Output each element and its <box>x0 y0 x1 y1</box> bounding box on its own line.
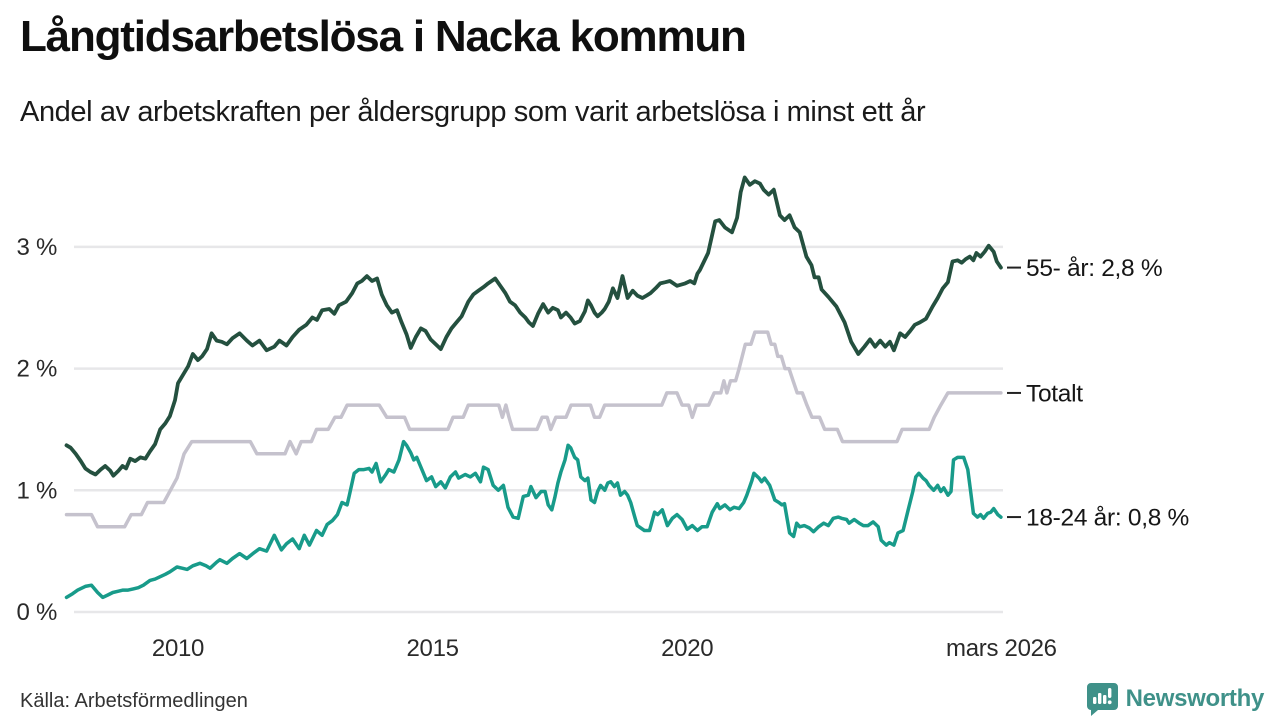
series-end-label-55-ar: 55- år: 2,8 % <box>1026 255 1162 282</box>
page-title: Långtidsarbetslösa i Nacka kommun <box>20 12 747 61</box>
y-axis-tick-label: 2 % <box>17 356 57 383</box>
x-axis-tick-label: 2010 <box>152 635 204 662</box>
series-line-totalt <box>64 330 1003 529</box>
y-axis-tick-label: 1 % <box>17 477 57 504</box>
series-line-55-ar <box>64 175 1003 478</box>
y-axis-tick-label: 0 % <box>17 599 57 626</box>
newsworthy-brand: Newsworthy <box>1086 682 1264 716</box>
newsworthy-logo-icon <box>1086 683 1118 716</box>
source-note: Källa: Arbetsförmedlingen <box>20 690 248 712</box>
series-line-18-24-ar <box>64 439 1003 600</box>
series-end-label-18-24-ar: 18-24 år: 0,8 % <box>1026 505 1189 532</box>
y-axis-tick-label: 3 % <box>17 234 57 261</box>
newsworthy-brand-name: Newsworthy <box>1125 685 1265 712</box>
page-subtitle: Andel av arbetskraften per åldersgrupp s… <box>20 96 926 128</box>
x-axis-tick-label: mars 2026 <box>946 635 1057 662</box>
x-axis-tick-label: 2020 <box>661 635 713 662</box>
x-axis-tick-label: 2015 <box>407 635 459 662</box>
series-end-label-totalt: Totalt <box>1026 380 1083 407</box>
